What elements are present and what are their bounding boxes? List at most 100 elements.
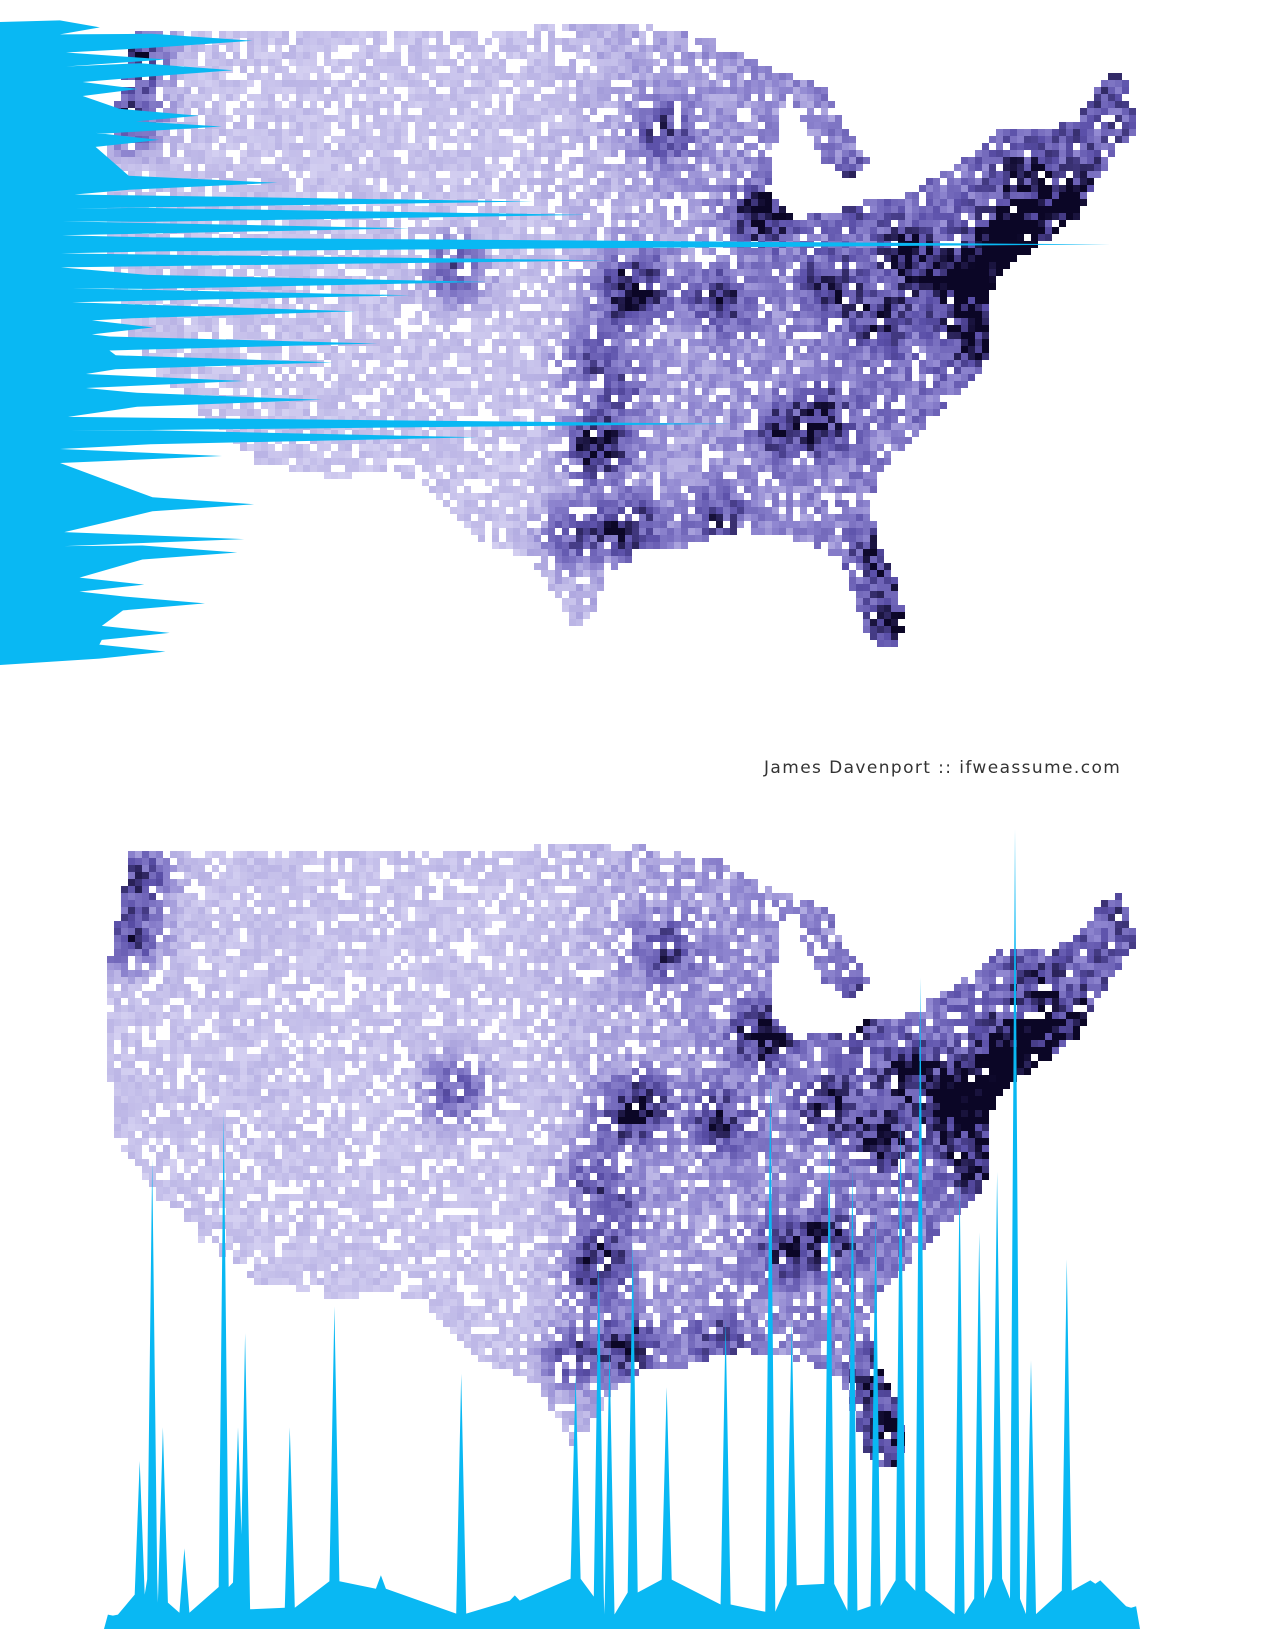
density-cell xyxy=(387,227,394,234)
density-cell xyxy=(653,353,660,360)
density-cell xyxy=(541,59,548,66)
density-cell xyxy=(366,290,373,297)
density-cell xyxy=(156,318,163,325)
density-cell xyxy=(408,80,415,87)
density-cell xyxy=(534,143,541,150)
density-cell xyxy=(261,136,268,143)
density-cell xyxy=(723,101,730,108)
density-cell xyxy=(639,31,646,38)
density-cell xyxy=(282,206,289,213)
density-cell xyxy=(702,353,709,360)
density-cell xyxy=(212,52,219,59)
density-cell xyxy=(464,283,471,290)
density-cell xyxy=(597,129,604,136)
density-cell xyxy=(1059,220,1066,227)
density-cell xyxy=(597,353,604,360)
density-cell xyxy=(954,332,961,339)
density-cell xyxy=(198,87,205,94)
density-cell xyxy=(415,297,422,304)
density-cell xyxy=(940,290,947,297)
density-cell xyxy=(772,122,779,129)
density-cell xyxy=(660,318,667,325)
density-cell xyxy=(835,311,842,318)
density-cell xyxy=(310,171,317,178)
density-cell xyxy=(366,87,373,94)
density-cell xyxy=(359,45,366,52)
density-cell xyxy=(226,31,233,38)
density-cell xyxy=(912,353,919,360)
density-cell xyxy=(793,220,800,227)
density-cell xyxy=(1115,87,1122,94)
density-cell xyxy=(1115,73,1122,80)
density-cell xyxy=(408,297,415,304)
density-cell xyxy=(793,269,800,276)
density-cell xyxy=(436,367,443,374)
density-cell xyxy=(695,80,702,87)
density-cell xyxy=(527,94,534,101)
density-cell xyxy=(877,199,884,206)
density-cell xyxy=(660,31,667,38)
density-cell xyxy=(772,80,779,87)
density-cell xyxy=(1024,248,1031,255)
density-cell xyxy=(709,185,716,192)
density-cell xyxy=(499,115,506,122)
density-cell xyxy=(730,360,737,367)
density-cell xyxy=(282,136,289,143)
density-cell xyxy=(786,290,793,297)
density-cell xyxy=(646,311,653,318)
density-cell xyxy=(212,80,219,87)
density-cell xyxy=(254,108,261,115)
density-cell xyxy=(667,157,674,164)
density-cell xyxy=(436,311,443,318)
density-cell xyxy=(576,24,583,31)
density-cell xyxy=(534,269,541,276)
density-cell xyxy=(1038,136,1045,143)
density-cell xyxy=(905,213,912,220)
density-cell xyxy=(681,101,688,108)
density-cell xyxy=(884,220,891,227)
density-cell xyxy=(345,234,352,241)
density-cell xyxy=(219,192,226,199)
density-cell xyxy=(1003,220,1010,227)
density-cell xyxy=(730,367,737,374)
density-cell xyxy=(275,45,282,52)
density-cell xyxy=(534,325,541,332)
density-cell xyxy=(331,234,338,241)
density-cell xyxy=(205,269,212,276)
density-cell xyxy=(709,269,716,276)
density-cell xyxy=(996,262,1003,269)
density-cell xyxy=(506,45,513,52)
density-cell xyxy=(170,374,177,381)
density-cell xyxy=(170,143,177,150)
density-cell xyxy=(268,94,275,101)
density-cell xyxy=(842,374,849,381)
density-cell xyxy=(331,206,338,213)
density-cell xyxy=(905,311,912,318)
density-cell xyxy=(471,115,478,122)
density-cell xyxy=(653,213,660,220)
density-cell xyxy=(926,367,933,374)
density-cell xyxy=(828,101,835,108)
density-cell xyxy=(219,115,226,122)
density-cell xyxy=(884,283,891,290)
density-cell xyxy=(863,269,870,276)
density-cell xyxy=(940,269,947,276)
density-cell xyxy=(296,101,303,108)
density-cell xyxy=(205,115,212,122)
density-cell xyxy=(387,283,394,290)
density-cell xyxy=(597,283,604,290)
density-cell xyxy=(800,339,807,346)
density-cell xyxy=(793,311,800,318)
density-cell xyxy=(485,115,492,122)
density-cell xyxy=(625,31,632,38)
density-cell xyxy=(744,227,751,234)
density-cell xyxy=(275,283,282,290)
density-cell xyxy=(219,346,226,353)
density-cell xyxy=(303,360,310,367)
density-cell xyxy=(464,136,471,143)
density-cell xyxy=(765,255,772,262)
density-cell xyxy=(828,220,835,227)
density-cell xyxy=(660,248,667,255)
density-cell xyxy=(436,59,443,66)
density-cell xyxy=(681,87,688,94)
